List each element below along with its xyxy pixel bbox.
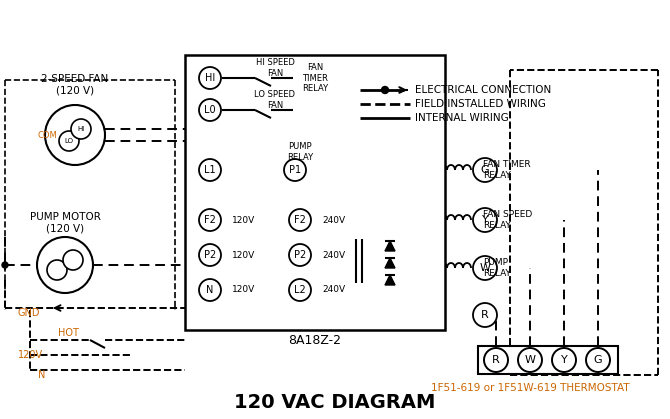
Circle shape xyxy=(199,244,221,266)
Circle shape xyxy=(63,250,83,270)
Text: FAN SPEED
RELAY: FAN SPEED RELAY xyxy=(483,210,532,230)
Text: N: N xyxy=(38,370,46,380)
Text: L0: L0 xyxy=(204,105,216,115)
Text: 120V: 120V xyxy=(18,350,43,360)
Text: P1: P1 xyxy=(289,165,301,175)
Circle shape xyxy=(518,348,542,372)
Text: 240V: 240V xyxy=(322,215,345,225)
Circle shape xyxy=(199,99,221,121)
Text: P2: P2 xyxy=(204,250,216,260)
Text: PUMP
RELAY: PUMP RELAY xyxy=(483,258,511,278)
Circle shape xyxy=(473,208,497,232)
Text: FIELD INSTALLED WIRING: FIELD INSTALLED WIRING xyxy=(415,99,546,109)
Text: 240V: 240V xyxy=(322,251,345,259)
Text: Y: Y xyxy=(482,215,488,225)
FancyBboxPatch shape xyxy=(478,346,618,374)
Circle shape xyxy=(473,256,497,280)
Circle shape xyxy=(586,348,610,372)
Text: L2: L2 xyxy=(294,285,306,295)
Polygon shape xyxy=(385,258,395,268)
Circle shape xyxy=(473,303,497,327)
Text: N: N xyxy=(206,285,214,295)
Circle shape xyxy=(199,209,221,231)
Circle shape xyxy=(199,159,221,181)
Text: 240V: 240V xyxy=(322,285,345,295)
Text: 120V: 120V xyxy=(232,215,255,225)
Text: HI SPEED
FAN: HI SPEED FAN xyxy=(255,58,294,78)
Text: F2: F2 xyxy=(204,215,216,225)
Circle shape xyxy=(552,348,576,372)
Circle shape xyxy=(37,237,93,293)
Text: INTERNAL WIRING: INTERNAL WIRING xyxy=(415,113,509,123)
Text: ELECTRICAL CONNECTION: ELECTRICAL CONNECTION xyxy=(415,85,551,95)
Circle shape xyxy=(47,260,67,280)
Text: FAN
TIMER
RELAY: FAN TIMER RELAY xyxy=(302,63,328,93)
Text: R: R xyxy=(481,310,489,320)
Polygon shape xyxy=(385,241,395,251)
Text: 120 VAC DIAGRAM: 120 VAC DIAGRAM xyxy=(234,393,436,411)
Text: HI: HI xyxy=(205,73,215,83)
Text: W: W xyxy=(525,355,535,365)
Text: 8A18Z-2: 8A18Z-2 xyxy=(289,334,342,347)
Text: HI: HI xyxy=(77,126,84,132)
Text: G: G xyxy=(594,355,602,365)
Circle shape xyxy=(381,86,389,93)
Text: 120V: 120V xyxy=(232,251,255,259)
Circle shape xyxy=(473,158,497,182)
Text: LO SPEED
FAN: LO SPEED FAN xyxy=(255,91,295,110)
Text: P2: P2 xyxy=(294,250,306,260)
Text: 2-SPEED FAN
(120 V): 2-SPEED FAN (120 V) xyxy=(42,74,109,96)
Text: PUMP
RELAY: PUMP RELAY xyxy=(287,142,313,162)
Text: LO: LO xyxy=(64,138,74,144)
Circle shape xyxy=(484,348,508,372)
Text: 1F51-619 or 1F51W-619 THERMOSTAT: 1F51-619 or 1F51W-619 THERMOSTAT xyxy=(431,383,629,393)
Circle shape xyxy=(289,244,311,266)
Text: Y: Y xyxy=(561,355,567,365)
Text: G: G xyxy=(480,165,489,175)
Text: PUMP MOTOR
(120 V): PUMP MOTOR (120 V) xyxy=(29,212,100,234)
Polygon shape xyxy=(385,275,395,285)
Circle shape xyxy=(289,209,311,231)
Text: HOT: HOT xyxy=(58,328,78,338)
Text: L1: L1 xyxy=(204,165,216,175)
Text: R: R xyxy=(492,355,500,365)
Circle shape xyxy=(289,279,311,301)
Circle shape xyxy=(45,105,105,165)
Circle shape xyxy=(284,159,306,181)
Text: COM: COM xyxy=(38,130,57,140)
Circle shape xyxy=(71,119,91,139)
Circle shape xyxy=(59,131,79,151)
Text: W: W xyxy=(480,263,490,273)
Bar xyxy=(185,55,445,330)
Circle shape xyxy=(199,67,221,89)
Circle shape xyxy=(199,279,221,301)
Text: FAN TIMER
RELAY: FAN TIMER RELAY xyxy=(483,160,531,180)
Text: GND: GND xyxy=(18,308,40,318)
Text: F2: F2 xyxy=(294,215,306,225)
Text: 120V: 120V xyxy=(232,285,255,295)
Circle shape xyxy=(2,262,8,268)
